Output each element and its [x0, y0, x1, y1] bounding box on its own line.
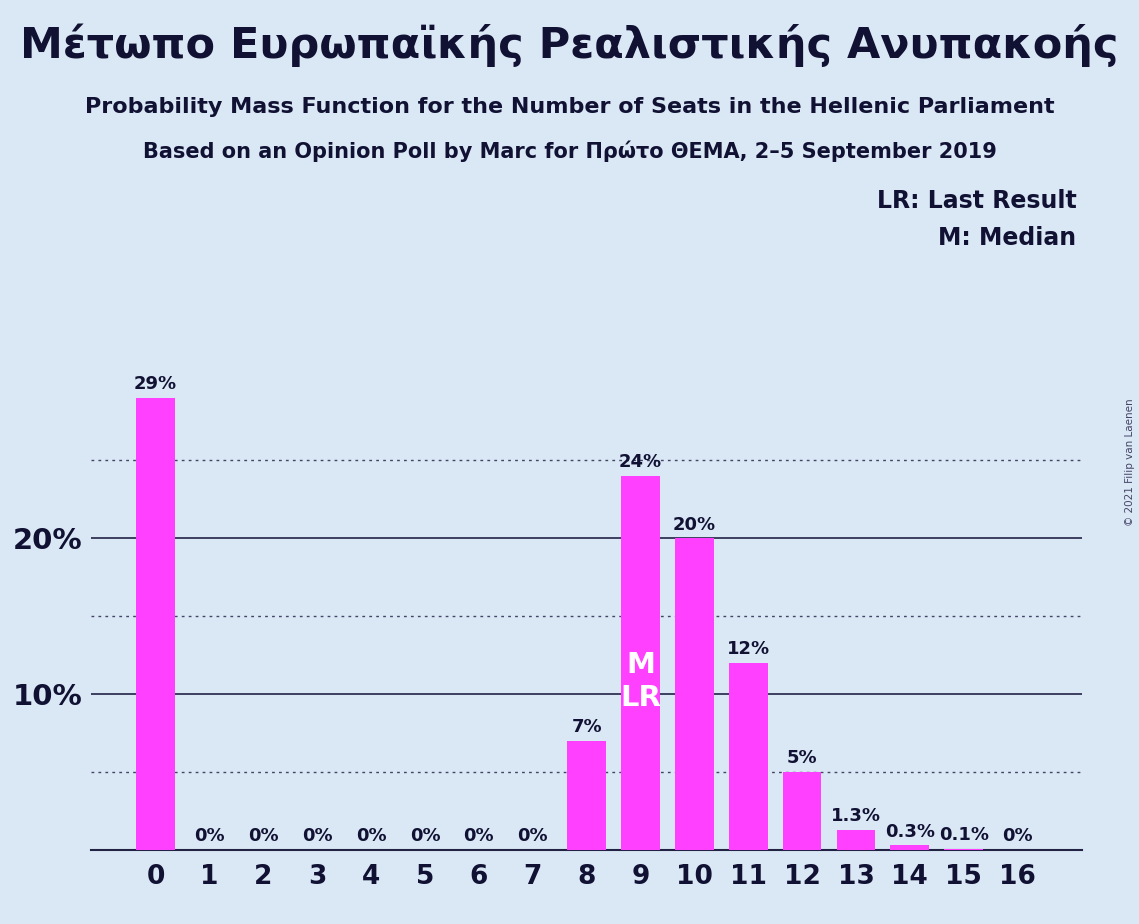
Text: 0%: 0% — [410, 827, 441, 845]
Text: 0.1%: 0.1% — [939, 826, 989, 844]
Text: 0%: 0% — [302, 827, 333, 845]
Text: 0%: 0% — [517, 827, 548, 845]
Text: M: Median: M: Median — [939, 226, 1076, 250]
Text: 7%: 7% — [572, 718, 601, 736]
Text: 29%: 29% — [134, 375, 178, 394]
Bar — [891, 845, 929, 850]
Text: 0%: 0% — [355, 827, 386, 845]
Text: 1.3%: 1.3% — [831, 808, 880, 825]
Text: 0%: 0% — [1002, 827, 1033, 845]
Text: 0%: 0% — [194, 827, 224, 845]
Text: LR: Last Result: LR: Last Result — [877, 189, 1076, 213]
Text: 0.3%: 0.3% — [885, 822, 935, 841]
Text: Probability Mass Function for the Number of Seats in the Hellenic Parliament: Probability Mass Function for the Number… — [84, 97, 1055, 117]
Text: 20%: 20% — [673, 516, 716, 533]
Bar — [675, 538, 714, 850]
Bar — [621, 476, 659, 850]
Text: 12%: 12% — [727, 640, 770, 658]
Text: Based on an Opinion Poll by Marc for Πρώτο ΘΕΜΑ, 2–5 September 2019: Based on an Opinion Poll by Marc for Πρώ… — [142, 140, 997, 162]
Bar — [782, 772, 821, 850]
Text: 24%: 24% — [618, 453, 662, 471]
Bar — [944, 848, 983, 850]
Text: 0%: 0% — [464, 827, 494, 845]
Text: 5%: 5% — [787, 749, 818, 768]
Bar — [836, 830, 876, 850]
Bar — [729, 663, 768, 850]
Bar — [137, 398, 175, 850]
Bar — [567, 741, 606, 850]
Text: M
LR: M LR — [620, 651, 661, 711]
Text: © 2021 Filip van Laenen: © 2021 Filip van Laenen — [1125, 398, 1134, 526]
Text: 0%: 0% — [248, 827, 279, 845]
Text: Μέτωπο Ευρωπαϊκής Ρεαλιστικής Ανυπακοής: Μέτωπο Ευρωπαϊκής Ρεαλιστικής Ανυπακοής — [21, 23, 1118, 67]
